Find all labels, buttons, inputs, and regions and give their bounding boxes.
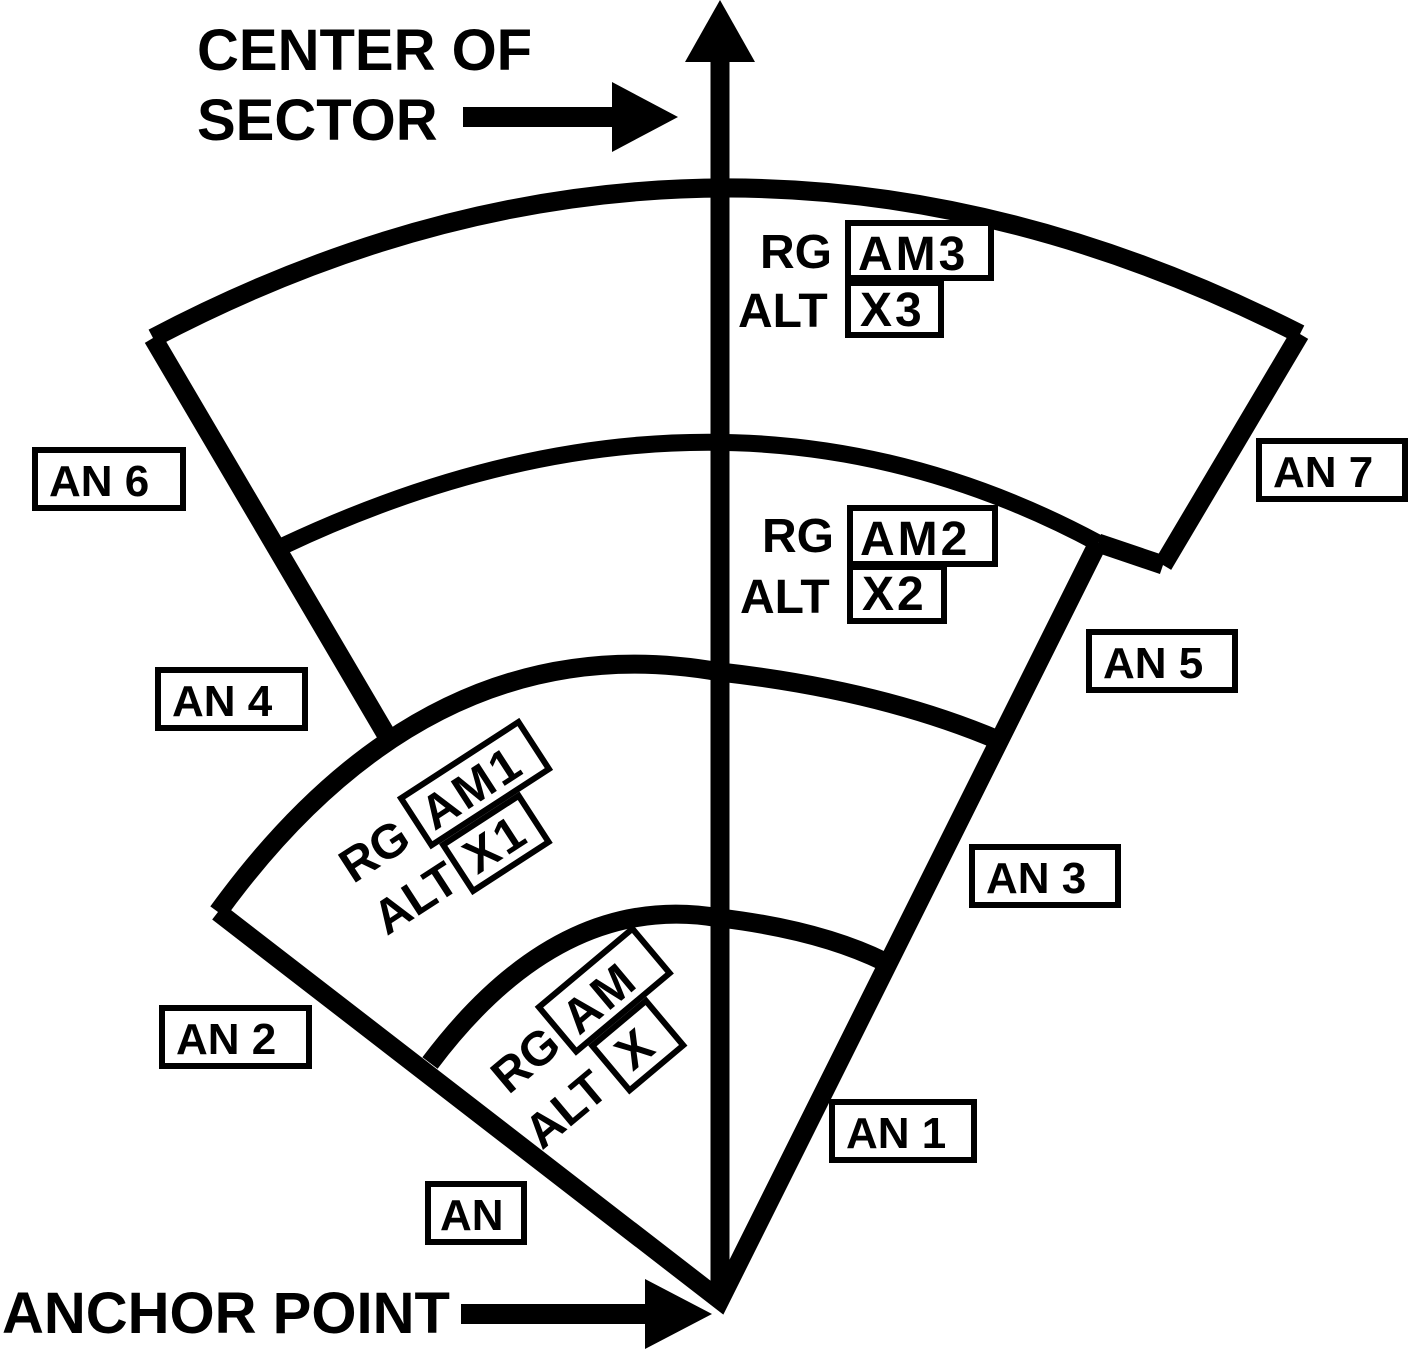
zone-3-alt-label: ALT (738, 285, 828, 338)
an-5-label: AN 5 (1086, 629, 1238, 693)
zone-3-alt-box (845, 280, 944, 338)
an-6-label: AN 6 (32, 447, 186, 511)
an-7-label: AN 7 (1256, 438, 1408, 502)
center-of-sector-line1: CENTER OF (197, 18, 532, 83)
center-of-sector-callout: CENTER OF SECTOR (197, 18, 678, 153)
arc-2 (210, 654, 1002, 918)
arc-3-extension (1094, 534, 1167, 574)
sector-boundaries (144, 329, 1309, 1315)
svg-text:AN: AN (440, 1191, 504, 1240)
zone-3-rg-box (845, 220, 994, 281)
zone-2-alt-label: ALT (740, 571, 830, 624)
zone-3-rg-value: AM3 (858, 228, 968, 281)
zone-0-alt-box (588, 996, 688, 1095)
zone-3-alt-value: X3 (860, 284, 925, 337)
an-3-label: AN 3 (969, 844, 1121, 908)
svg-text:AN 1: AN 1 (846, 1109, 946, 1158)
left-boundary-outer (144, 333, 399, 746)
zone-2-rg-box (847, 505, 998, 567)
an-1-label: AN 1 (829, 1099, 977, 1163)
an-0-label: AN (425, 1181, 527, 1245)
anchor-point-callout: ANCHOR POINT (2, 1279, 712, 1349)
zone-1-alt-box (439, 791, 553, 896)
svg-text:AN 3: AN 3 (986, 854, 1086, 903)
zone-2-labels: RG AM2 ALT X2 (740, 505, 998, 624)
arc-3 (279, 433, 1103, 554)
an-4-label: AN 4 (155, 667, 308, 731)
zone-2-alt-value: X2 (862, 568, 927, 621)
zone-3-labels: RG AM3 ALT X3 (738, 220, 994, 338)
zone-0-rg-box (534, 924, 674, 1056)
lower-boundary (212, 538, 1107, 1315)
right-boundary-outer (1154, 329, 1309, 570)
zone-2-rg-label: RG (762, 510, 834, 563)
center-of-sector-line2: SECTOR (197, 88, 438, 153)
outer-arc (148, 178, 1305, 347)
range-arcs (148, 178, 1305, 1069)
zone-3-rg-label: RG (760, 226, 832, 279)
center-of-sector-arrowhead (612, 82, 678, 152)
zone-2-alt-box (847, 564, 947, 624)
svg-text:AN 2: AN 2 (176, 1015, 276, 1064)
svg-text:AN 4: AN 4 (172, 677, 273, 726)
anchor-point-label: ANCHOR POINT (2, 1281, 450, 1346)
svg-text:AN 7: AN 7 (1273, 448, 1373, 497)
zone-2-rg-value: AM2 (860, 513, 970, 566)
svg-text:AN 5: AN 5 (1103, 639, 1203, 688)
an-labels: AN AN 1 AN 2 AN 3 AN 4 AN 5 AN 6 AN 7 (32, 438, 1408, 1245)
center-axis-arrowhead (685, 0, 755, 62)
anchor-point-arrowhead (645, 1279, 712, 1349)
an-2-label: AN 2 (159, 1005, 312, 1069)
zone-1-rg-box (396, 717, 554, 850)
arc-1 (422, 904, 890, 1069)
svg-text:AN 6: AN 6 (49, 457, 149, 506)
